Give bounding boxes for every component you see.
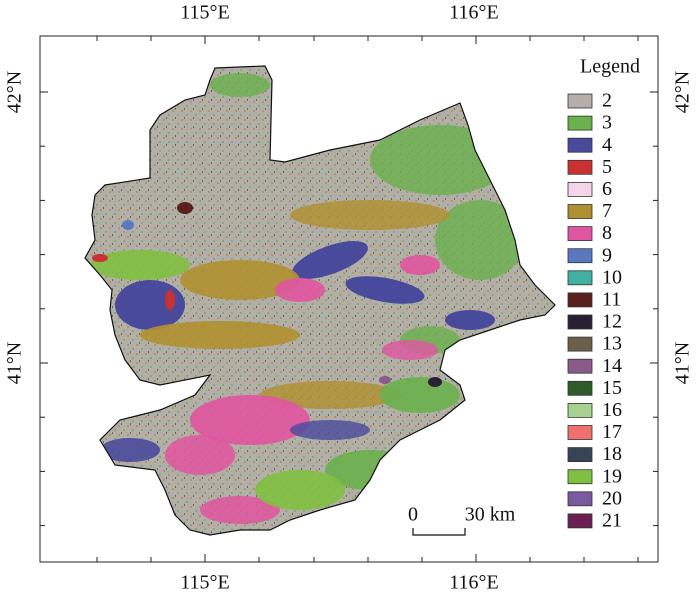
- left-axis-label: 42°N: [4, 71, 26, 113]
- legend-swatch: [567, 93, 593, 109]
- legend-label: 3: [602, 112, 612, 134]
- frame-ticks: [40, 36, 658, 562]
- legend-swatch: [567, 137, 593, 153]
- legend-swatch: [567, 292, 593, 308]
- region-boundary: [84, 65, 556, 536]
- legend-label: 19: [602, 465, 622, 487]
- legend-label: 17: [602, 421, 622, 443]
- right-axis-label: 41°N: [672, 342, 694, 384]
- legend-swatch: [567, 248, 593, 264]
- bottom-axis-label: 116°E: [449, 572, 498, 594]
- legend-swatch: [567, 115, 593, 131]
- legend-label: 13: [602, 333, 622, 355]
- legend-swatch: [567, 181, 593, 197]
- right-axis-label: 42°N: [672, 71, 694, 113]
- legend-swatch: [567, 358, 593, 374]
- legend-label: 4: [602, 134, 612, 156]
- legend-swatch: [567, 513, 593, 529]
- legend-label: 16: [602, 399, 622, 421]
- legend-label: 8: [602, 222, 612, 244]
- scale-bar-label: 30 km: [465, 504, 516, 526]
- legend-swatch: [567, 380, 593, 396]
- land-cover: [85, 66, 555, 535]
- legend-swatch: [567, 447, 593, 463]
- legend-label: 9: [602, 244, 612, 266]
- scale-bar: [412, 528, 466, 536]
- legend-label: 2: [602, 90, 612, 112]
- legend-label: 7: [602, 200, 612, 222]
- legend-swatch: [567, 402, 593, 418]
- legend-label: 18: [602, 443, 622, 465]
- top-axis-label: 116°E: [449, 2, 498, 24]
- map-frame: [39, 35, 659, 563]
- legend-swatch: [567, 159, 593, 175]
- legend-swatch: [567, 425, 593, 440]
- legend-label: 21: [602, 509, 622, 531]
- legend-label: 10: [602, 266, 622, 288]
- legend-swatch: [567, 336, 593, 352]
- legend-label: 14: [602, 355, 622, 377]
- legend-swatch: [567, 226, 593, 242]
- scale-bar-label: 0: [408, 504, 418, 526]
- legend-swatch: [567, 270, 593, 286]
- legend-swatch: [567, 204, 593, 219]
- legend-swatch: [567, 491, 593, 507]
- legend-label: 20: [602, 487, 622, 509]
- top-axis-label: 115°E: [180, 2, 229, 24]
- legend-swatch: [567, 314, 593, 330]
- left-axis-label: 41°N: [4, 342, 26, 384]
- legend-title: Legend: [580, 56, 640, 78]
- legend-label: 5: [602, 156, 612, 178]
- legend-label: 6: [602, 178, 612, 200]
- bottom-axis-label: 115°E: [180, 572, 229, 594]
- legend-label: 11: [602, 288, 621, 310]
- legend-label: 12: [602, 311, 622, 333]
- legend-swatch: [567, 469, 593, 485]
- legend-label: 15: [602, 377, 622, 399]
